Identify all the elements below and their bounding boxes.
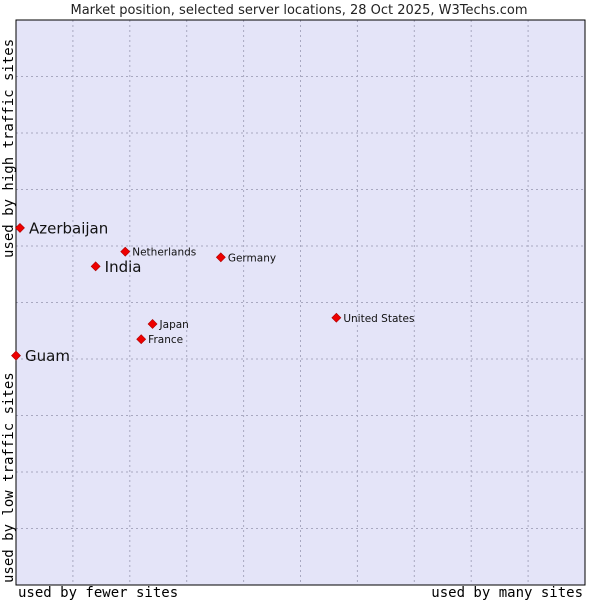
label-azerbaijan: Azerbaijan — [29, 219, 108, 237]
x-label-left: used by fewer sites — [18, 585, 178, 600]
label-france: France — [148, 334, 183, 346]
label-india: India — [105, 258, 142, 276]
point-france — [136, 334, 147, 345]
label-germany: Germany — [228, 252, 276, 264]
plot-frame — [15, 19, 586, 586]
y-label-top: used by high traffic sites — [1, 39, 17, 258]
point-guam — [11, 350, 21, 361]
point-netherlands — [120, 246, 131, 257]
label-united-states: United States — [343, 313, 414, 325]
chart-title: Market position, selected server locatio… — [70, 3, 527, 18]
y-label-bottom: used by low traffic sites — [1, 372, 17, 583]
x-label-right: used by many sites — [431, 585, 583, 600]
label-guam: Guam — [25, 347, 70, 365]
point-united-states — [331, 312, 342, 323]
label-netherlands: Netherlands — [132, 247, 196, 259]
point-azerbaijan — [15, 222, 25, 233]
point-germany — [215, 252, 226, 263]
point-india — [90, 261, 101, 272]
grid — [16, 20, 585, 585]
label-japan: Japan — [159, 319, 189, 331]
point-japan — [147, 319, 158, 329]
